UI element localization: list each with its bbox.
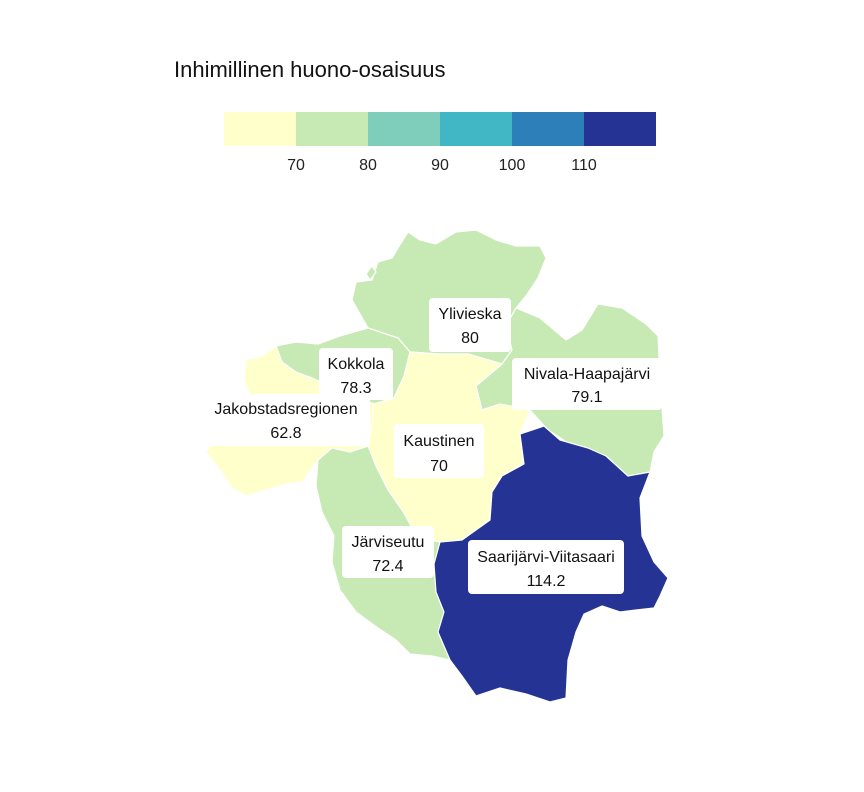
label-kaustinen: Kaustinen 70 — [394, 424, 484, 478]
legend-title: Inhimillinen huono-osaisuus — [174, 57, 446, 82]
label-box — [342, 526, 434, 578]
region-name: Saarijärvi-Viitasaari — [477, 549, 615, 566]
legend-tick: 80 — [359, 157, 377, 174]
region-name: Kokkola — [328, 356, 385, 373]
legend-swatch — [368, 112, 440, 146]
legend-swatch — [296, 112, 368, 146]
label-box — [319, 348, 393, 400]
legend-tick: 70 — [287, 157, 305, 174]
label-kokkola: Kokkola 78.3 — [319, 348, 393, 400]
legend-swatch — [440, 112, 512, 146]
legend-swatch — [512, 112, 584, 146]
label-box — [394, 424, 484, 478]
region-name: Ylivieska — [438, 306, 501, 323]
label-jakobstadsregionen: Jakobstadsregionen 62.8 — [202, 394, 370, 446]
region-name: Kaustinen — [403, 433, 474, 450]
label-box — [429, 298, 511, 352]
label-nivala-haapajarvi: Nivala-Haapajärvi 79.1 — [512, 358, 662, 410]
legend-tick: 90 — [431, 157, 449, 174]
region-name: Jakobstadsregionen — [214, 401, 357, 418]
label-box — [512, 358, 662, 410]
label-box — [202, 394, 370, 446]
legend-tick: 100 — [499, 157, 526, 174]
region-value: 70 — [430, 458, 448, 475]
legend-swatch — [584, 112, 656, 146]
region-value: 79.1 — [571, 389, 602, 406]
region-name: Nivala-Haapajärvi — [524, 366, 650, 383]
legend-swatch — [224, 112, 296, 146]
legend: Inhimillinen huono-osaisuus 70 80 90 100… — [174, 57, 656, 174]
region-labels: Ylivieska 80 Kokkola 78.3 Nivala-Haapajä… — [202, 298, 662, 594]
label-saarijarvi-viitasaari: Saarijärvi-Viitasaari 114.2 — [468, 540, 624, 594]
label-box — [468, 540, 624, 594]
label-ylivieska: Ylivieska 80 — [429, 298, 511, 352]
region-value: 114.2 — [527, 573, 566, 590]
label-jarviseutu: Järviseutu 72.4 — [342, 526, 434, 578]
region-value: 72.4 — [372, 558, 403, 575]
region-value: 80 — [461, 330, 479, 347]
region-value: 62.8 — [270, 425, 301, 442]
region-ylivieska-island — [365, 265, 377, 281]
legend-tick: 110 — [571, 157, 597, 174]
region-value: 78.3 — [340, 380, 371, 397]
region-name: Järviseutu — [352, 534, 425, 551]
